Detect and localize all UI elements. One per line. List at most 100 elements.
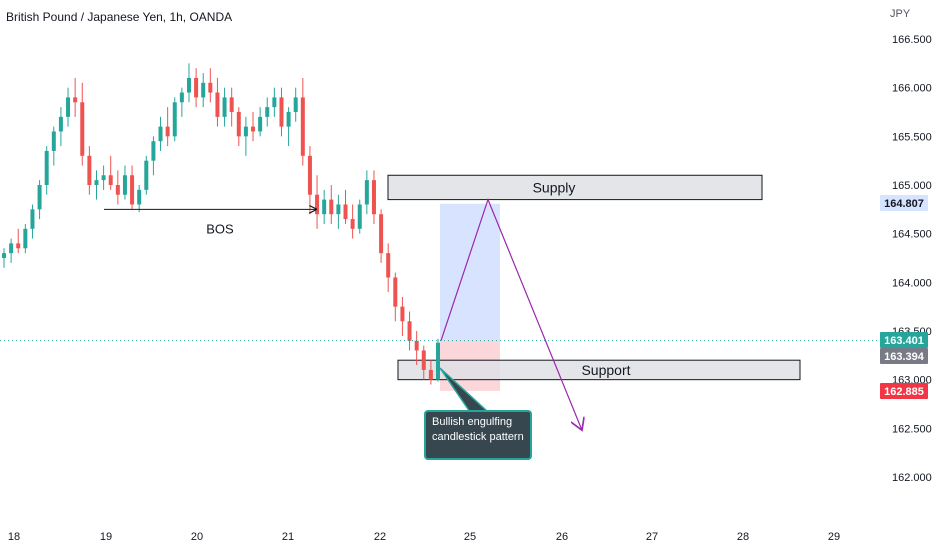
candle[interactable] (322, 189, 327, 224)
candle[interactable] (2, 248, 6, 268)
candle[interactable] (428, 360, 433, 385)
candle[interactable] (73, 77, 78, 117)
candle[interactable] (16, 228, 21, 254)
callout-line-2: candlestick pattern (432, 431, 524, 443)
candle[interactable] (215, 77, 220, 127)
price-tag-label: 163.394 (884, 351, 925, 363)
candle[interactable] (414, 331, 419, 366)
candle[interactable] (58, 107, 63, 147)
candle[interactable] (336, 194, 341, 229)
candle[interactable] (186, 63, 191, 103)
y-tick-label: 162.000 (892, 472, 932, 484)
candles-layer (2, 63, 440, 385)
x-tick-label: 27 (646, 531, 658, 543)
bos-label: BOS (206, 221, 234, 236)
y-tick-label: 166.000 (892, 83, 932, 95)
candle[interactable] (307, 146, 312, 215)
price-tag-label: 164.807 (884, 198, 924, 210)
support-label: Support (581, 362, 630, 378)
support-zone[interactable] (397, 359, 801, 381)
overlay-layer: BOS (0, 197, 878, 431)
candle[interactable] (421, 345, 426, 380)
candle[interactable] (379, 209, 384, 263)
candle[interactable] (236, 107, 241, 147)
candle[interactable] (386, 243, 391, 293)
candle[interactable] (115, 170, 120, 205)
x-tick-label: 19 (100, 531, 112, 543)
y-axis: 162.000162.500163.000163.500164.000164.5… (892, 34, 932, 484)
y-tick-label: 164.500 (892, 229, 932, 241)
candle[interactable] (66, 87, 71, 127)
candle[interactable] (44, 146, 49, 195)
candle[interactable] (172, 97, 177, 142)
candle[interactable] (350, 204, 355, 239)
candle[interactable] (371, 170, 376, 224)
x-tick-label: 26 (556, 531, 568, 543)
projection-arrow[interactable] (440, 197, 582, 431)
x-tick-label: 29 (828, 531, 840, 543)
pattern-callout: Bullish engulfing candlestick pattern (424, 410, 532, 460)
y-tick-label: 165.000 (892, 180, 932, 192)
y-tick-label: 162.500 (892, 423, 932, 435)
candle[interactable] (436, 338, 440, 382)
candle[interactable] (151, 136, 156, 176)
candle[interactable] (137, 185, 142, 213)
candle[interactable] (108, 155, 113, 190)
candle[interactable] (23, 223, 28, 254)
candle[interactable] (122, 165, 127, 200)
candle[interactable] (87, 146, 92, 195)
candle[interactable] (300, 77, 305, 166)
price-tag: 164.807 (880, 195, 928, 211)
price-tag: 163.394 (880, 348, 928, 364)
y-tick-label: 166.500 (892, 34, 932, 46)
y-tick-label: 165.500 (892, 131, 932, 143)
candle[interactable] (208, 68, 213, 103)
callout-line-1: Bullish engulfing (432, 416, 513, 428)
candle[interactable] (364, 170, 369, 215)
price-tag-label: 163.401 (884, 335, 924, 347)
candle[interactable] (165, 107, 170, 147)
candle[interactable] (393, 272, 398, 322)
candle[interactable] (279, 87, 284, 137)
candle[interactable] (315, 175, 320, 229)
x-tick-label: 22 (374, 531, 386, 543)
candle[interactable] (201, 73, 206, 108)
candle[interactable] (130, 165, 135, 210)
supply-zone[interactable] (387, 174, 763, 201)
candle[interactable] (9, 238, 14, 263)
candle[interactable] (400, 296, 405, 336)
candle[interactable] (357, 199, 362, 234)
candle[interactable] (329, 185, 334, 224)
candle[interactable] (286, 107, 291, 147)
candle[interactable] (258, 107, 263, 137)
x-tick-label: 18 (8, 531, 20, 543)
candle[interactable] (265, 97, 270, 127)
candle[interactable] (94, 170, 99, 200)
candle[interactable] (194, 68, 199, 108)
x-axis: 18 19 20 21 22 25 26 27 28 29 (8, 531, 840, 543)
candle[interactable] (179, 87, 184, 117)
x-tick-label: 25 (464, 531, 476, 543)
candle[interactable] (158, 116, 163, 151)
candle[interactable] (101, 165, 106, 190)
candle[interactable] (30, 204, 35, 239)
chart-title: British Pound / Japanese Yen, 1h, OANDA (6, 10, 233, 24)
candle[interactable] (407, 311, 412, 351)
zones-layer: Supply Support (387, 174, 801, 391)
candle[interactable] (229, 87, 234, 127)
price-tag-label: 162.885 (884, 386, 924, 398)
candle[interactable] (144, 155, 149, 195)
candle[interactable] (272, 87, 277, 117)
candle[interactable] (243, 116, 248, 156)
long-target-zone[interactable] (440, 203, 500, 341)
candle[interactable] (51, 126, 56, 166)
candle[interactable] (343, 189, 348, 224)
candle[interactable] (222, 87, 227, 127)
candle[interactable] (37, 180, 42, 220)
candle[interactable] (293, 87, 298, 122)
price-tag: 163.401 (880, 332, 928, 348)
candle[interactable] (251, 112, 256, 142)
candle[interactable] (80, 82, 85, 166)
x-tick-label: 20 (191, 531, 203, 543)
